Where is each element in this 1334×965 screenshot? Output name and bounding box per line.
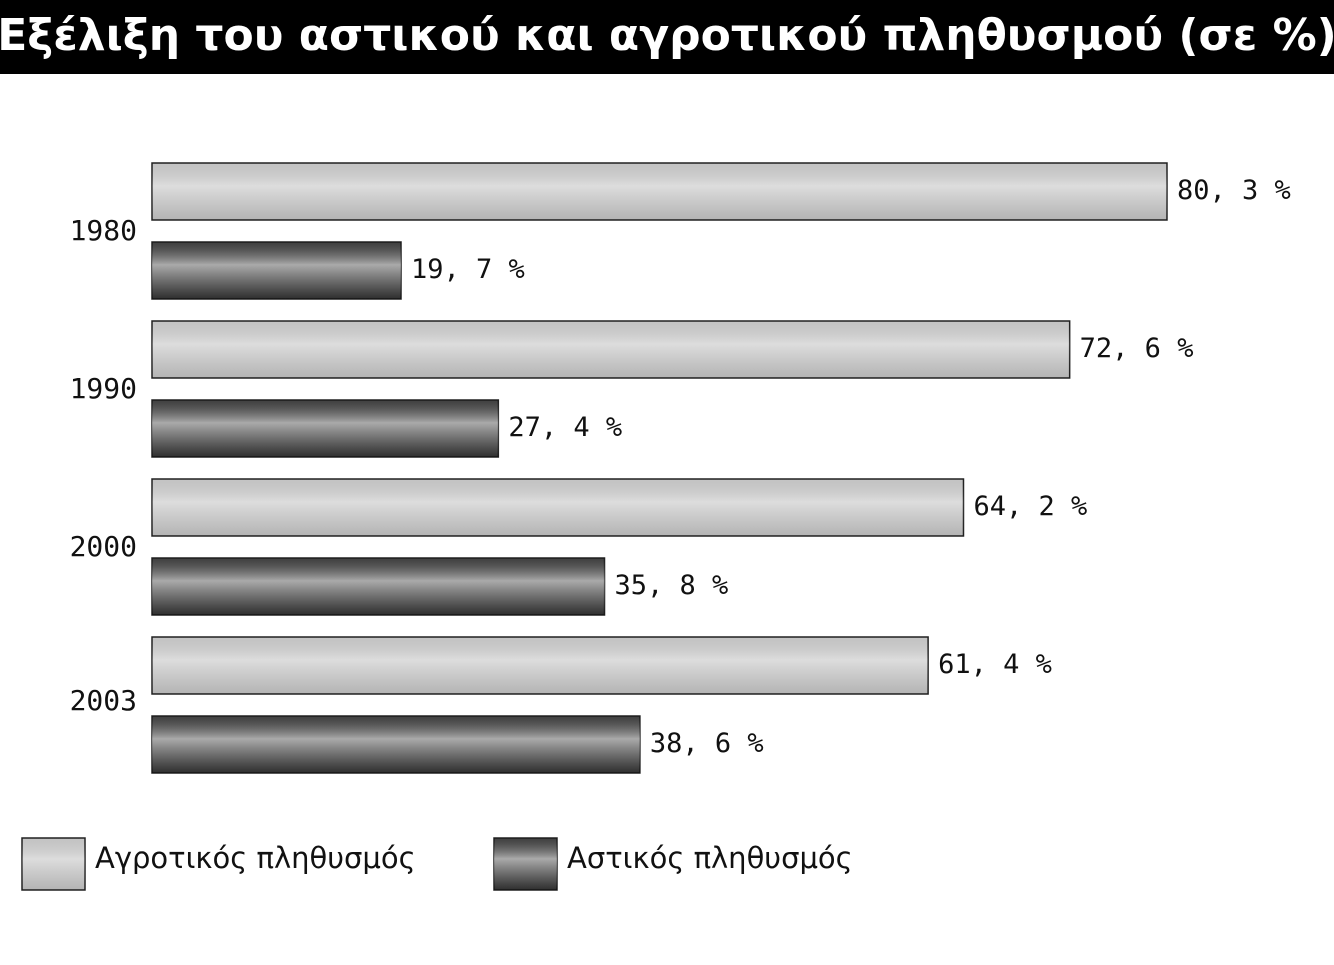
bar — [151, 162, 1168, 221]
bar — [151, 320, 1071, 379]
value-label: 64, 2 % — [973, 491, 1087, 522]
category-label: 2000 — [70, 530, 137, 563]
chart-title: Εξέλιξη του αστικού και αγροτικού πληθυσ… — [0, 10, 1334, 61]
value-label: 61, 4 % — [938, 649, 1052, 680]
value-label: 35, 8 % — [615, 570, 729, 601]
category-label: 2003 — [70, 684, 137, 717]
title-band — [0, 0, 1334, 74]
bar — [151, 399, 500, 458]
value-label: 19, 7 % — [411, 254, 525, 285]
legend-swatch-shading — [22, 838, 85, 890]
bar — [151, 241, 402, 300]
bar — [151, 478, 965, 537]
value-label: 27, 4 % — [508, 412, 622, 443]
bar — [151, 715, 641, 774]
value-label: 38, 6 % — [650, 728, 764, 759]
bar — [151, 557, 606, 616]
legend-label: Αστικός πληθυσμός — [567, 841, 853, 875]
value-label: 80, 3 % — [1177, 175, 1291, 206]
legend-swatch-shading — [494, 838, 557, 890]
category-label: 1980 — [70, 214, 137, 247]
value-label: 72, 6 % — [1080, 333, 1194, 364]
legend-label: Αγροτικός πληθυσμός — [95, 841, 416, 875]
bar — [151, 636, 929, 695]
category-label: 1990 — [70, 372, 137, 405]
